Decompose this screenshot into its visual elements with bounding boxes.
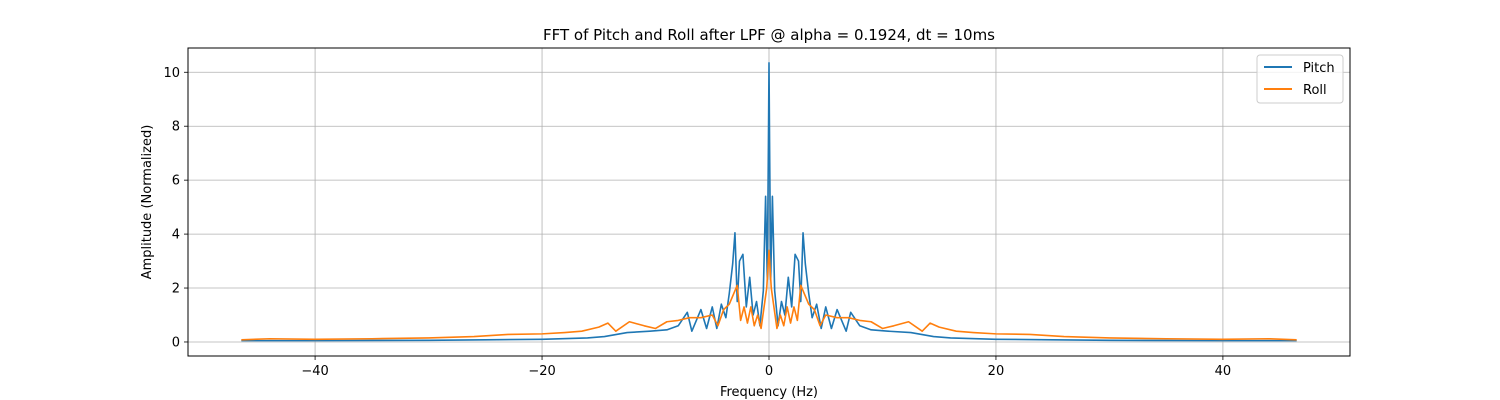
y-tick-label: 2 (172, 282, 180, 297)
y-tick-label: 6 (172, 174, 180, 189)
x-tick-label: 0 (765, 364, 773, 379)
x-tick-label: −20 (528, 364, 555, 379)
plot-area (187, 47, 1351, 357)
series-line-roll (241, 249, 1297, 341)
y-tick-label: 10 (163, 66, 180, 81)
legend-label-roll: Roll (1303, 83, 1327, 98)
x-tick-label: 20 (988, 364, 1005, 379)
y-axis-label: Amplitude (Normalized) (140, 125, 155, 280)
x-tick-label: −40 (301, 364, 328, 379)
legend-label-pitch: Pitch (1303, 61, 1335, 76)
x-tick-label: 40 (1215, 364, 1232, 379)
x-axis-ticks: −40 −20 0 20 40 (301, 356, 1231, 379)
x-axis-label: Frequency (Hz) (720, 385, 818, 400)
chart-title: FFT of Pitch and Roll after LPF @ alpha … (543, 26, 995, 44)
y-axis-ticks: 0 2 4 6 8 10 (163, 66, 188, 350)
y-tick-label: 4 (172, 228, 180, 243)
legend: Pitch Roll (1256, 54, 1344, 104)
y-tick-label: 8 (172, 120, 180, 135)
y-tick-label: 0 (172, 335, 180, 350)
series-lines (241, 62, 1297, 342)
